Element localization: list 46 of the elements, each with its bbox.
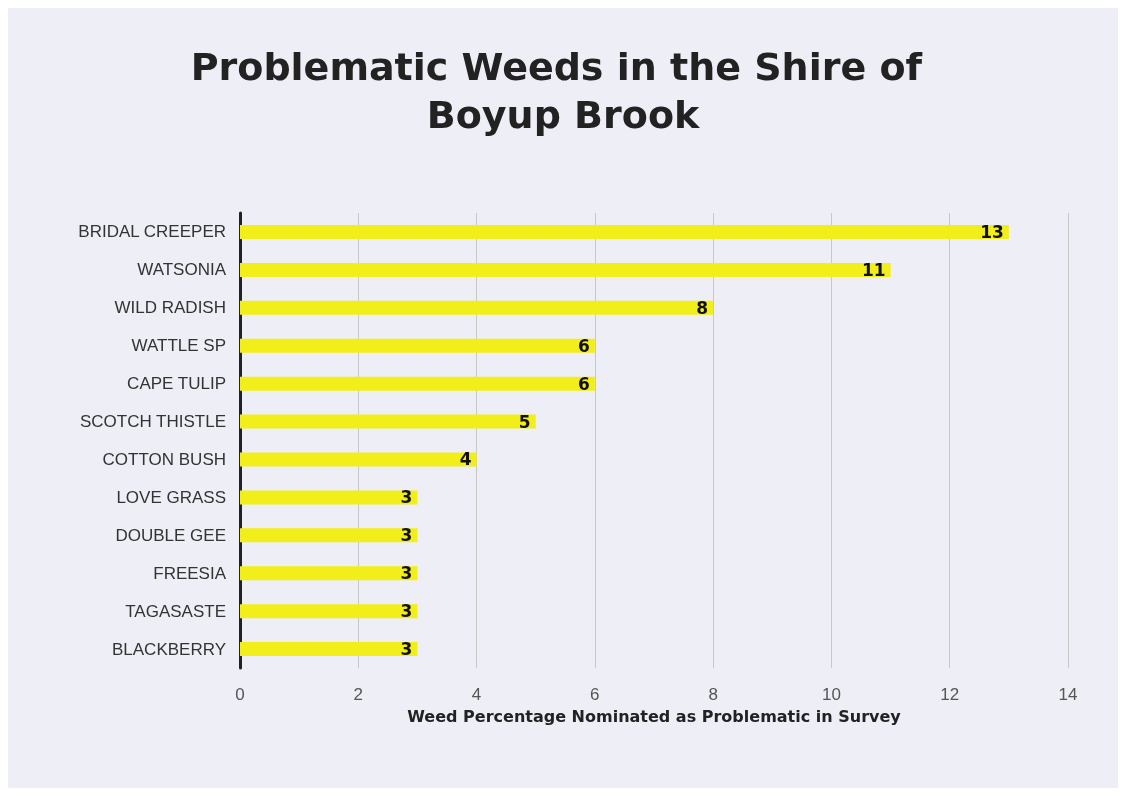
chart-title: Problematic Weeds in the Shire of Boyup Brook bbox=[190, 45, 936, 137]
bar bbox=[240, 642, 418, 657]
data-label: 3 bbox=[400, 525, 413, 546]
bar bbox=[240, 300, 714, 315]
data-label: 3 bbox=[400, 601, 413, 622]
y-tick-label: BLACKBERRY bbox=[111, 639, 226, 659]
x-tick-label: 12 bbox=[940, 685, 960, 704]
bar bbox=[240, 414, 536, 429]
y-tick-label: WATTLE SP bbox=[131, 336, 226, 356]
bar bbox=[240, 376, 595, 391]
bar bbox=[240, 452, 477, 467]
x-tick-label: 0 bbox=[235, 685, 245, 704]
bar bbox=[240, 224, 1009, 239]
data-label: 6 bbox=[578, 335, 590, 356]
data-label: 5 bbox=[518, 411, 531, 432]
bar bbox=[240, 604, 418, 619]
y-tick-label: BRIDAL CREEPER bbox=[78, 222, 226, 242]
y-tick-label: DOUBLE GEE bbox=[115, 525, 226, 545]
x-tick-label: 8 bbox=[708, 685, 718, 704]
data-label: 11 bbox=[861, 259, 886, 280]
data-label: 3 bbox=[400, 563, 413, 584]
bar bbox=[240, 566, 418, 581]
x-tick-label: 2 bbox=[353, 685, 364, 704]
bar bbox=[240, 262, 891, 277]
x-tick-label: 4 bbox=[471, 685, 482, 704]
y-tick-label: CAPE TULIP bbox=[127, 374, 226, 394]
y-tick-label: WATSONIA bbox=[137, 260, 227, 280]
x-tick-label: 14 bbox=[1058, 685, 1078, 704]
data-label: 13 bbox=[980, 221, 1004, 242]
x-axis-title: Weed Percentage Nominated as Problematic in Survey bbox=[407, 706, 902, 726]
data-label: 8 bbox=[696, 297, 709, 318]
data-label: 4 bbox=[459, 449, 472, 470]
data-label: 6 bbox=[578, 373, 590, 394]
data-label: 3 bbox=[400, 639, 413, 660]
bar bbox=[240, 490, 418, 505]
x-tick-label: 10 bbox=[821, 685, 841, 704]
bar bbox=[240, 338, 595, 353]
y-tick-label: SCOTCH THISTLE bbox=[79, 412, 226, 432]
y-tick-label: LOVE GRASS bbox=[116, 487, 226, 507]
y-tick-label: COTTON BUSH bbox=[102, 449, 226, 469]
data-label: 3 bbox=[400, 487, 413, 508]
y-tick-label: WILD RADISH bbox=[114, 298, 226, 318]
bar bbox=[240, 528, 418, 543]
y-tick-label: FREESIA bbox=[153, 563, 227, 583]
x-tick-label: 6 bbox=[590, 685, 600, 704]
y-tick-label: TAGASASTE bbox=[125, 601, 226, 621]
